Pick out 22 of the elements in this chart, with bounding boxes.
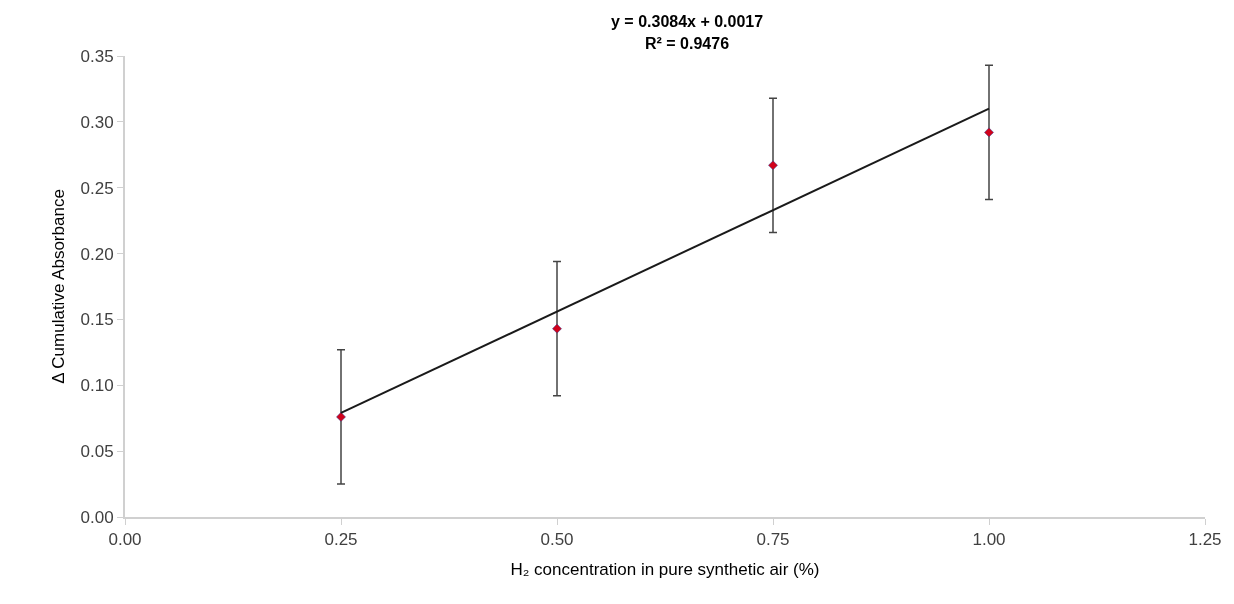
x-tick-label: 0.75 xyxy=(756,530,790,550)
x-tick-label: 0.25 xyxy=(324,530,358,550)
text: y = 0.3084x + 0.0017 xyxy=(611,13,764,30)
y-tick-label: 0.35 xyxy=(80,46,114,66)
y-tick-label: 0.05 xyxy=(80,442,114,462)
x-tick-label: 1.25 xyxy=(1188,530,1222,550)
y-tick-label: 0.20 xyxy=(80,244,114,264)
x-tick-label: 1.00 xyxy=(972,530,1006,550)
point xyxy=(768,160,778,171)
y-tick-label: 0.15 xyxy=(80,310,114,330)
y-tick-label: 0.25 xyxy=(80,178,114,198)
y-tick-label: 0.10 xyxy=(80,376,114,396)
x-axis-title: H₂ concentration in pure synthetic air (%) xyxy=(510,560,820,580)
y-axis-title: Δ Cumulative Absorbance xyxy=(48,189,68,384)
y-tick-label: 0.00 xyxy=(80,507,114,527)
text: R² = 0.9476 xyxy=(645,35,730,52)
point xyxy=(984,127,994,138)
x-tick-label: 0.50 xyxy=(540,530,574,550)
x-tick-label: 0.00 xyxy=(108,530,142,550)
point xyxy=(336,412,346,422)
y-tick-label: 0.30 xyxy=(80,112,114,132)
point xyxy=(552,323,562,334)
